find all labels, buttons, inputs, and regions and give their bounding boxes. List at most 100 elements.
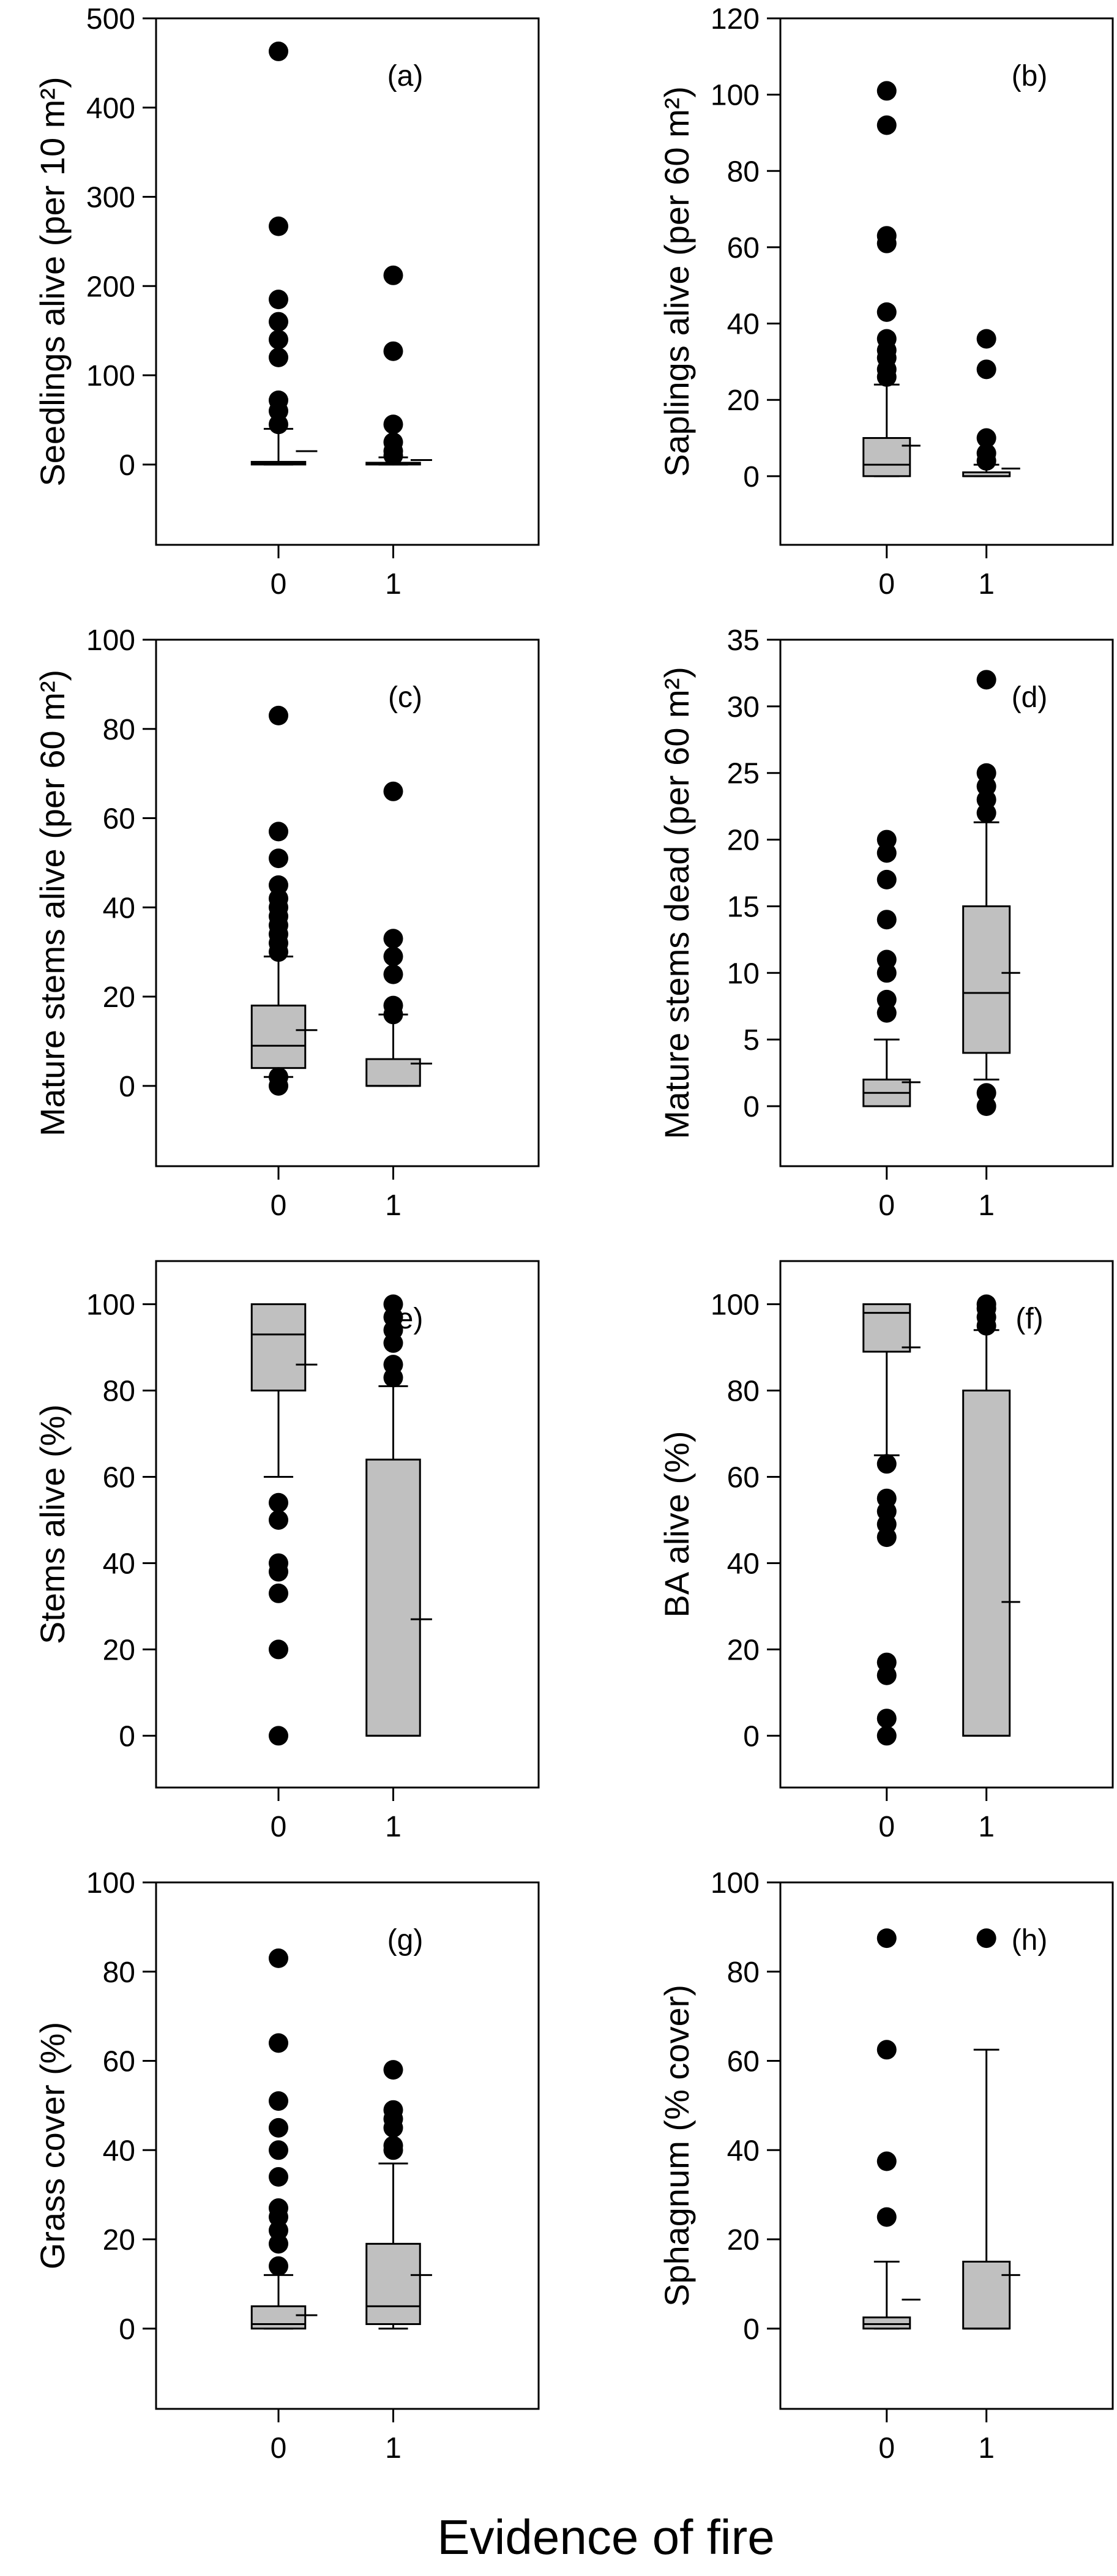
outlier-point [876,869,897,889]
outlier-point [269,1583,288,1603]
y-tick-label: 60 [103,1461,135,1494]
y-tick-label: 100 [86,624,135,657]
y-axis-title: Mature stems dead (per 60 m²) [657,667,696,1139]
y-tick-label: 40 [103,1548,135,1580]
box-group-0 [250,41,318,466]
y-tick-label: 5 [743,1024,760,1057]
box-group-1 [365,2060,432,2330]
outlier-point [383,341,403,361]
outlier-point [269,848,288,869]
iqr-box [962,905,1011,1054]
outlier-point [976,670,996,690]
panel-label: (b) [1012,60,1048,92]
y-axis-title: Stems alive (%) [33,1404,72,1644]
y-tick-label: 30 [727,691,760,724]
x-tick-label: 1 [978,2432,995,2465]
outlier-point [269,347,288,367]
y-tick-label: 0 [119,1071,135,1103]
outlier-point [269,2256,288,2276]
outlier-point [876,843,897,863]
panel-label: (f) [1015,1303,1043,1335]
iqr-box [962,1389,1011,1737]
outlier-point [876,1726,897,1746]
x-tick-label: 0 [271,1189,287,1222]
y-tick-label: 500 [86,3,135,36]
outlier-point [976,329,996,349]
panel-label: (d) [1012,681,1048,714]
y-tick-label: 0 [743,461,760,493]
y-tick-label: 20 [103,981,135,1014]
y-tick-label: 0 [743,1720,760,1753]
y-tick-label: 15 [727,891,760,923]
figure-x-axis-title: Evidence of fire [437,2510,774,2564]
y-tick-label: 100 [86,360,135,392]
y-tick-label: 100 [711,1867,760,1900]
x-tick-label: 1 [978,1189,995,1222]
plot-frame [779,17,1114,546]
y-tick-label: 60 [103,803,135,836]
panel-label: (c) [388,681,422,714]
y-axis-title: Mature stems alive (per 60 m²) [33,670,72,1136]
outlier-point [976,451,996,471]
plot-frame [155,1260,540,1789]
plot-frame [779,1881,1114,2410]
box-group-1 [365,1294,432,1737]
box-group-1 [962,329,1020,477]
box-group-0 [250,1948,318,2330]
outlier-point [976,803,996,823]
outlier-point [383,414,403,435]
y-tick-label: 20 [727,825,760,857]
outlier-point [269,216,288,236]
x-tick-label: 0 [878,1811,895,1843]
y-tick-label: 20 [727,2224,760,2256]
outlier-point [976,359,996,380]
panel-f: 0 20 40 60 80 100 0 1 BA alive (%) (f) [657,1260,1114,1843]
iqr-box [250,1005,307,1069]
outlier-point [383,781,403,801]
outlier-point [269,2033,288,2053]
panel-label: (h) [1012,1924,1048,1956]
box-group-0 [250,1303,318,1746]
y-tick-label: 40 [727,1548,760,1580]
x-tick-label: 1 [385,568,402,601]
box-group-1 [365,265,432,466]
x-tick-label: 0 [271,1811,287,1843]
y-tick-label: 100 [711,1289,760,1321]
outlier-point [876,1454,897,1474]
outlier-point [269,290,288,310]
iqr-box [250,1303,307,1391]
box-group-0 [862,1928,921,2330]
outlier-point [269,705,288,725]
y-tick-label: 200 [86,271,135,303]
outlier-point [976,1096,996,1117]
y-tick-label: 35 [727,624,760,657]
x-tick-label: 1 [978,568,995,601]
box-group-1 [962,670,1020,1117]
y-tick-label: 40 [727,309,760,341]
panel-label: (a) [387,60,424,92]
outlier-point [269,2207,288,2227]
outlier-point [876,302,897,322]
x-tick-label: 0 [271,568,287,601]
outlier-point [269,2234,288,2254]
box-group-1 [962,1294,1020,1737]
y-tick-label: 80 [727,1956,760,1989]
outlier-point [383,2117,403,2138]
panel-b: 0 20 40 60 80 100 120 0 1 Saplings alive (per 60 … [657,3,1114,601]
y-tick-label: 300 [86,182,135,214]
outlier-point [269,2117,288,2138]
outlier-point [876,2207,897,2227]
x-tick-label: 0 [878,568,895,601]
iqr-box [862,2316,911,2330]
plot-frame [779,1260,1114,1789]
outlier-point [876,367,897,387]
outlier-point [876,233,897,253]
y-tick-label: 60 [727,232,760,264]
iqr-box [365,1458,421,1737]
outlier-point [383,2140,403,2160]
outlier-point [269,401,288,421]
outlier-point [976,1316,996,1336]
outlier-point [269,41,288,61]
